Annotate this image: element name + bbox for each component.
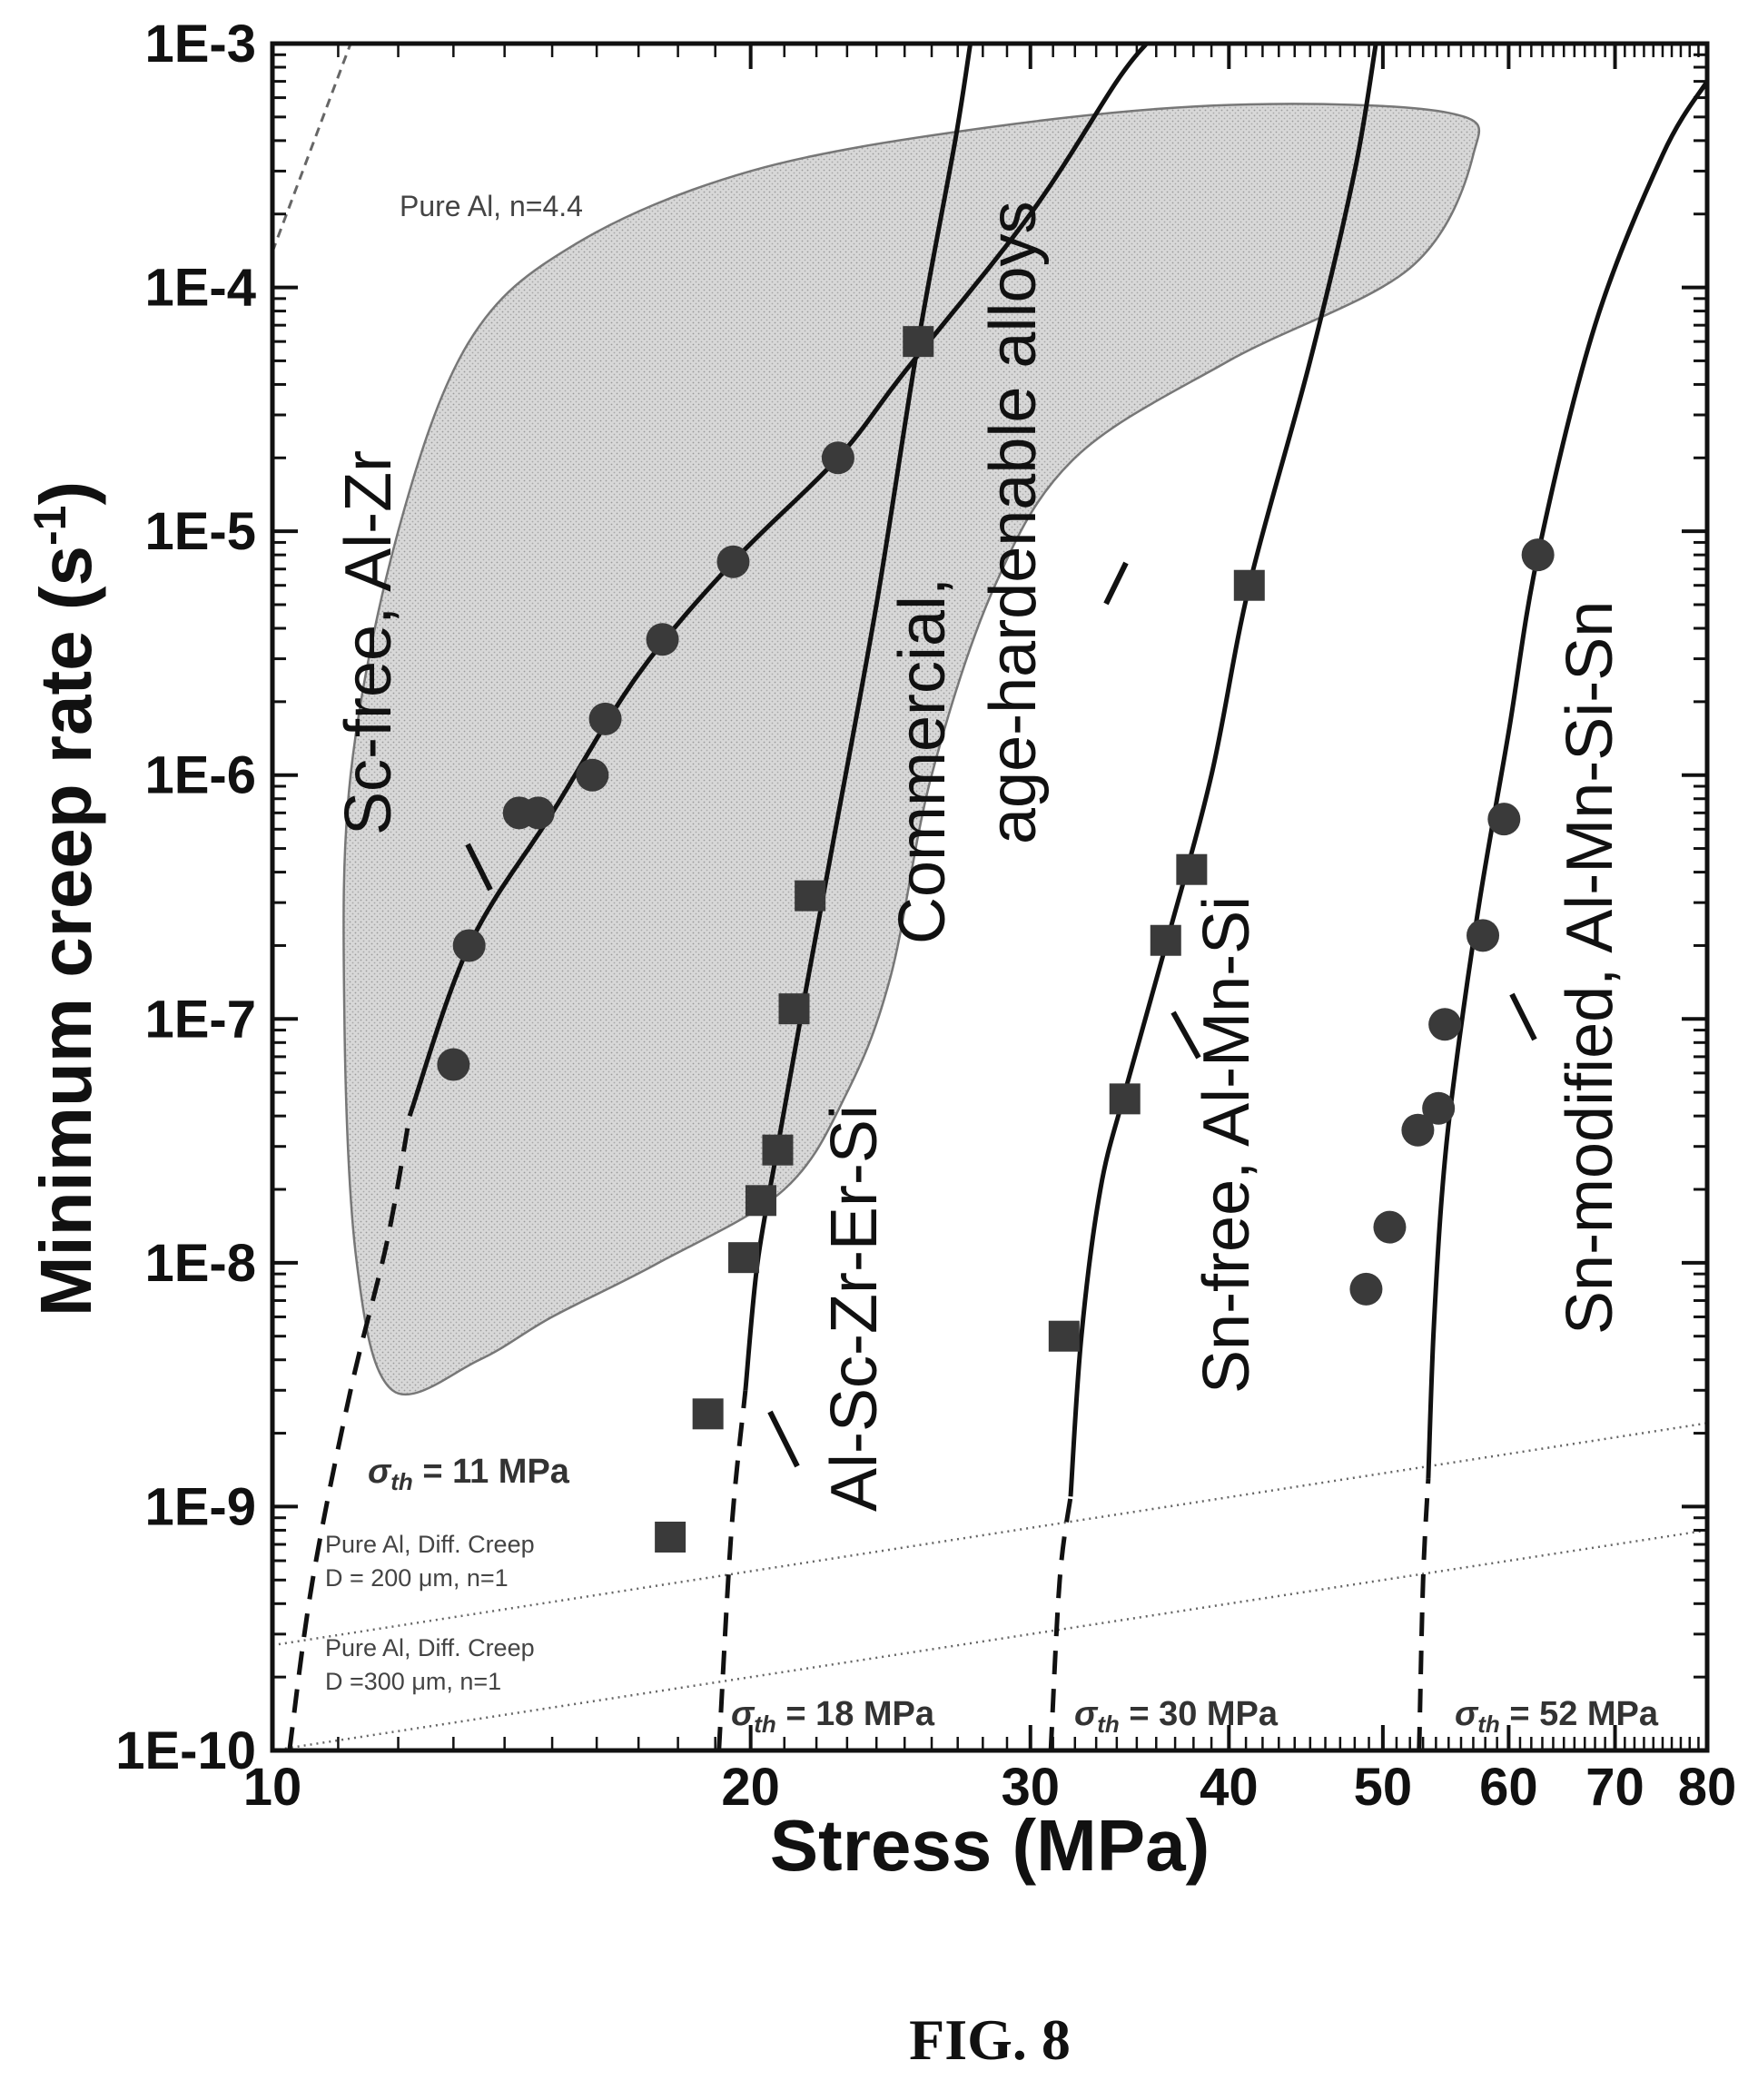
data-point-circle — [1467, 919, 1500, 952]
reference-line-1 — [272, 1422, 1707, 1647]
diff-creep-300-line1: Pure Al, Diff. Creep — [325, 1634, 535, 1661]
fit-curve-extrapolated-0 — [287, 1115, 412, 1750]
data-point-square — [655, 1521, 686, 1553]
data-point-square — [745, 1185, 776, 1217]
diff-creep-300-label: Pure Al, Diff. Creep D =300 μm, n=1 — [325, 1634, 535, 1695]
fit-curve-0 — [407, 44, 1149, 1118]
data-point-square — [1233, 569, 1265, 601]
diff-creep-200-line1: Pure Al, Diff. Creep — [325, 1531, 535, 1558]
data-point-square — [692, 1398, 724, 1430]
x-axis-title: Stress (MPa) — [770, 1805, 1210, 1886]
diff-creep-200-label: Pure Al, Diff. Creep D = 200 μm, n=1 — [325, 1531, 535, 1592]
data-point-square — [903, 326, 934, 358]
y-tick-label: 1E-7 — [144, 990, 256, 1049]
commercial-alloys-region — [342, 103, 1481, 1396]
label-leaders — [465, 561, 1537, 1468]
data-point-circle — [646, 623, 679, 656]
diff-creep-200-line2: D = 200 μm, n=1 — [325, 1564, 509, 1592]
sigma-subscript: th — [754, 1711, 776, 1738]
reference-line-2 — [272, 1529, 1707, 1750]
data-point-circle — [588, 702, 622, 735]
data-point-square — [1109, 1083, 1141, 1115]
reference-lines — [272, 44, 1707, 1750]
data-point-circle — [1349, 1272, 1383, 1306]
y-tick-label: 1E-9 — [144, 1477, 256, 1536]
series-label-sn-modified: Sn-modified, Al-Mn-Si-Sn — [1554, 601, 1626, 1335]
sigma-subscript: th — [1477, 1711, 1500, 1738]
data-point-circle — [716, 545, 750, 578]
region-label-line1: Commercial, — [886, 577, 959, 944]
sigma-symbol: σ — [368, 1453, 392, 1491]
x-tick-label: 50 — [1354, 1758, 1413, 1817]
threshold-value: = 30 MPa — [1120, 1695, 1279, 1733]
pure-al-n44-label: Pure Al, n=4.4 — [400, 190, 583, 222]
fit-curve-extrapolated-1 — [716, 1390, 748, 1750]
y-tick-label: 1E-4 — [144, 259, 256, 318]
region-label-line2: age-hardenable alloys — [977, 201, 1050, 844]
data-point-circle — [1487, 803, 1521, 836]
sigma-subscript: th — [390, 1468, 413, 1495]
tick-labels: 10 20 30 40 50 60 70 80 1E-10 1E-9 1E-8 1E-7 1E-6 1E-… — [115, 15, 1736, 1817]
threshold-value: = 52 MPa — [1500, 1695, 1659, 1733]
y-tick-label: 1E-10 — [115, 1721, 256, 1780]
data-point-square — [795, 880, 826, 912]
threshold-label-11: σth = 11 MPa — [368, 1453, 570, 1495]
threshold-label-52: σth = 52 MPa — [1455, 1695, 1659, 1738]
reference-line-0 — [272, 44, 352, 252]
data-point-circle — [1422, 1091, 1456, 1125]
data-point-circle — [576, 758, 609, 792]
y-tick-label: 1E-5 — [144, 502, 256, 561]
data-point-circle — [452, 929, 486, 962]
data-point-circle — [437, 1048, 470, 1081]
y-axis-title-sup: -1 — [25, 506, 75, 546]
fit-curve-2 — [1068, 44, 1378, 1497]
x-tick-label: 10 — [243, 1758, 302, 1817]
x-tick-label: 40 — [1200, 1758, 1259, 1817]
y-axis-title-end: ) — [25, 481, 106, 506]
fit-curve-extrapolated-2 — [1048, 1495, 1073, 1750]
series-label-sn-free: Sn-free, Al-Mn-Si — [1190, 896, 1263, 1394]
data-point-square — [1048, 1320, 1080, 1352]
series-label-al-sc-zr-er-si: Al-Sc-Zr-Er-Si — [818, 1105, 891, 1512]
series-label-sc-free: Sc-free, Al-Zr — [332, 450, 405, 835]
y-tick-label: 1E-6 — [144, 746, 256, 805]
sigma-symbol: σ — [1455, 1695, 1479, 1733]
sigma-symbol: σ — [1074, 1695, 1099, 1733]
y-axis-title-main: Minimum creep rate (s — [25, 546, 106, 1316]
threshold-label-30: σth = 30 MPa — [1074, 1695, 1279, 1738]
data-point-circle — [1521, 538, 1555, 572]
threshold-value: = 11 MPa — [413, 1453, 570, 1491]
fit-curve-3 — [1426, 80, 1707, 1479]
plot-frame — [270, 41, 1710, 1753]
figure-caption: FIG. 8 — [909, 2007, 1071, 2072]
data-point-square — [728, 1242, 760, 1274]
threshold-label-18: σth = 18 MPa — [731, 1695, 935, 1738]
data-point-circle — [1373, 1210, 1407, 1244]
diff-creep-300-line2: D =300 μm, n=1 — [325, 1668, 501, 1695]
x-tick-label: 30 — [1001, 1758, 1060, 1817]
axis-ticks — [271, 42, 1709, 1752]
data-point-square — [762, 1134, 794, 1166]
data-point-square — [778, 993, 810, 1025]
sigma-subscript: th — [1097, 1711, 1120, 1738]
data-point-circle — [521, 796, 555, 830]
y-axis-title: Minimum creep rate (s-1) — [25, 481, 106, 1316]
y-tick-label: 1E-8 — [144, 1234, 256, 1293]
data-point-square — [1150, 924, 1181, 956]
x-tick-label: 60 — [1479, 1758, 1538, 1817]
region-label: Commercial, age-hardenable alloys — [886, 201, 1050, 944]
x-tick-label: 20 — [721, 1758, 780, 1817]
x-tick-label: 70 — [1585, 1758, 1644, 1817]
data-point-circle — [821, 441, 854, 475]
data-markers — [437, 326, 1555, 1553]
y-tick-label: 1E-3 — [144, 15, 256, 74]
fit-curve-extrapolated-3 — [1417, 1478, 1431, 1750]
sigma-symbol: σ — [731, 1695, 756, 1733]
data-point-circle — [1401, 1113, 1435, 1147]
data-point-circle — [1428, 1008, 1462, 1041]
threshold-value: = 18 MPa — [776, 1695, 935, 1733]
x-tick-label: 80 — [1678, 1758, 1737, 1817]
data-point-square — [1176, 853, 1208, 885]
